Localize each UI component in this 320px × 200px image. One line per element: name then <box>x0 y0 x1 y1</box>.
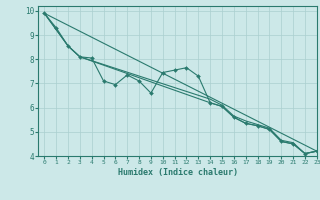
X-axis label: Humidex (Indice chaleur): Humidex (Indice chaleur) <box>118 168 238 177</box>
